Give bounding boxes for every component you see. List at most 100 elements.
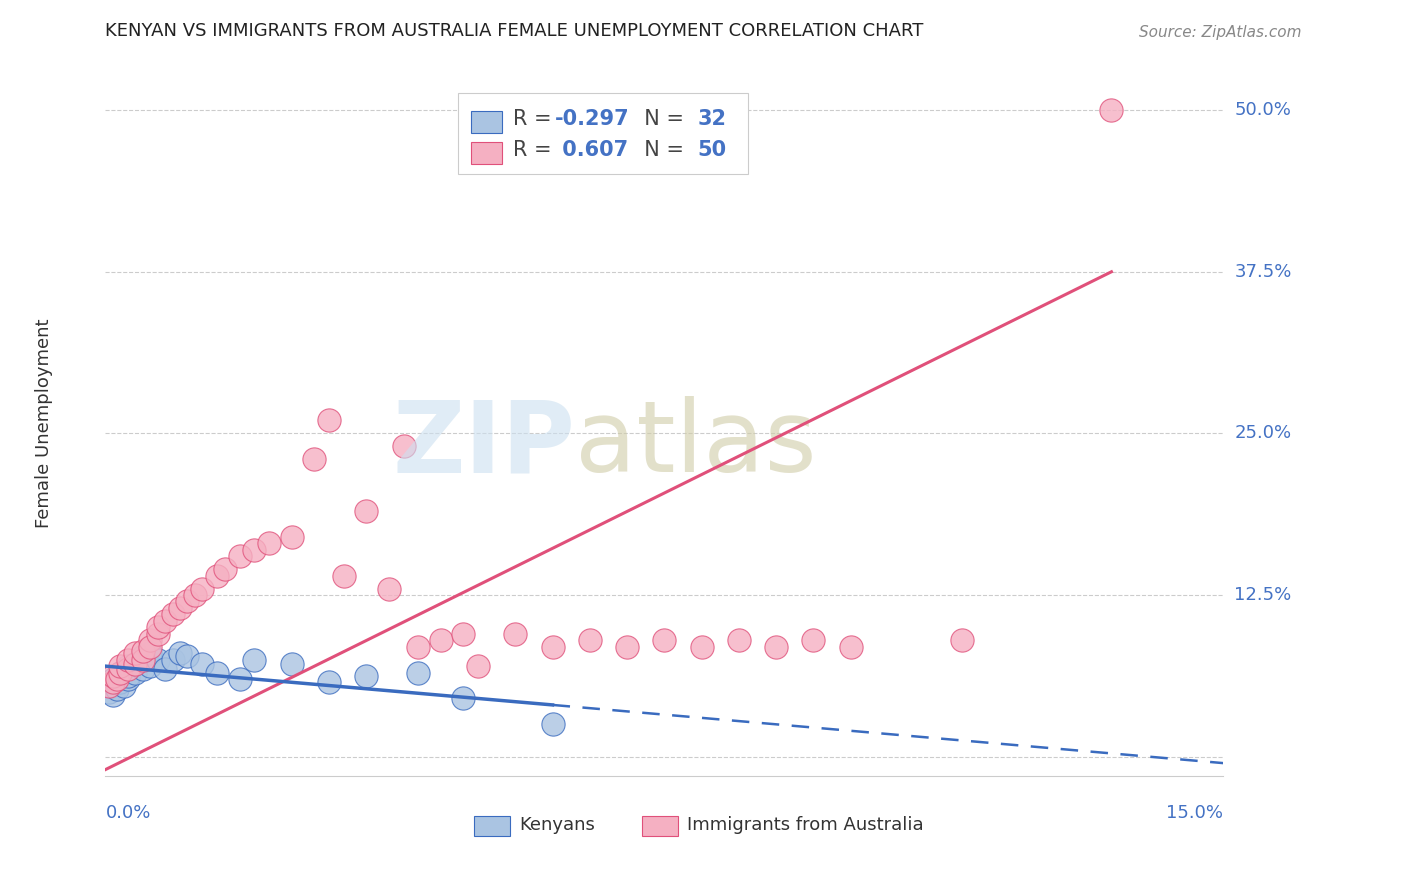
FancyBboxPatch shape [471, 112, 502, 133]
Point [503, 627, 526, 641]
Point [451, 691, 474, 706]
Point [430, 633, 453, 648]
Text: N =: N = [631, 110, 690, 129]
Point [101, 672, 124, 686]
Point [765, 640, 787, 654]
Text: 15.0%: 15.0% [1166, 805, 1223, 822]
Text: 0.0%: 0.0% [105, 805, 150, 822]
Text: 32: 32 [697, 110, 727, 129]
Point [354, 669, 377, 683]
Point [214, 562, 236, 576]
FancyBboxPatch shape [471, 142, 502, 163]
Point [101, 688, 124, 702]
Point [124, 657, 146, 671]
Text: atlas: atlas [575, 396, 817, 493]
Point [228, 549, 250, 564]
FancyBboxPatch shape [474, 816, 510, 836]
Point [652, 633, 676, 648]
Point [112, 679, 135, 693]
Point [110, 674, 132, 689]
Point [132, 643, 155, 657]
Text: Kenyans: Kenyans [519, 816, 595, 834]
Text: -0.297: -0.297 [555, 110, 630, 129]
Point [117, 672, 139, 686]
Text: 50: 50 [697, 140, 727, 161]
Point [451, 627, 474, 641]
Point [579, 633, 602, 648]
Point [392, 439, 415, 453]
Point [541, 717, 564, 731]
Point [139, 646, 162, 660]
Point [541, 640, 564, 654]
Point [243, 653, 266, 667]
Point [169, 601, 191, 615]
Point [162, 653, 184, 667]
Point [153, 662, 176, 676]
Point [110, 665, 132, 680]
Point [191, 582, 214, 596]
Point [146, 620, 169, 634]
Text: KENYAN VS IMMIGRANTS FROM AUSTRALIA FEMALE UNEMPLOYMENT CORRELATION CHART: KENYAN VS IMMIGRANTS FROM AUSTRALIA FEMA… [105, 21, 924, 39]
FancyBboxPatch shape [457, 93, 748, 174]
Point [117, 669, 139, 683]
Text: 0.607: 0.607 [555, 140, 628, 161]
Point [377, 582, 399, 596]
Point [318, 674, 340, 689]
Point [184, 588, 207, 602]
Point [952, 633, 974, 648]
Point [205, 665, 228, 680]
Point [191, 657, 214, 671]
Point [139, 659, 162, 673]
Point [169, 646, 191, 660]
Point [117, 653, 139, 667]
Point [98, 679, 121, 693]
Point [105, 672, 128, 686]
Point [333, 568, 356, 582]
Point [318, 413, 340, 427]
Point [110, 665, 132, 680]
Point [146, 627, 169, 641]
Point [153, 614, 176, 628]
Text: ZIP: ZIP [392, 396, 575, 493]
Point [124, 657, 146, 671]
Point [205, 568, 228, 582]
Point [139, 640, 162, 654]
Point [408, 665, 430, 680]
Point [124, 646, 146, 660]
Point [803, 633, 825, 648]
Point [467, 659, 489, 673]
Point [728, 633, 751, 648]
Point [132, 662, 155, 676]
Point [101, 669, 124, 683]
Point [228, 672, 250, 686]
Point [105, 682, 128, 697]
FancyBboxPatch shape [643, 816, 678, 836]
Point [302, 452, 325, 467]
Point [162, 607, 184, 622]
Point [124, 665, 146, 680]
Point [110, 659, 132, 673]
Text: 50.0%: 50.0% [1234, 101, 1291, 120]
Text: 12.5%: 12.5% [1234, 586, 1292, 604]
Point [176, 594, 198, 608]
Text: R =: R = [513, 110, 558, 129]
Text: Female Unemployment: Female Unemployment [35, 319, 53, 528]
Point [616, 640, 638, 654]
Point [408, 640, 430, 654]
Point [259, 536, 281, 550]
Point [132, 648, 155, 663]
Point [243, 542, 266, 557]
Point [176, 648, 198, 663]
Text: R =: R = [513, 140, 558, 161]
Point [690, 640, 713, 654]
Point [146, 653, 169, 667]
Point [101, 674, 124, 689]
Point [839, 640, 862, 654]
Point [354, 504, 377, 518]
Point [132, 653, 155, 667]
Point [281, 530, 304, 544]
Point [117, 659, 139, 673]
Point [281, 657, 304, 671]
Text: Immigrants from Australia: Immigrants from Australia [686, 816, 924, 834]
Text: 25.0%: 25.0% [1234, 425, 1292, 442]
